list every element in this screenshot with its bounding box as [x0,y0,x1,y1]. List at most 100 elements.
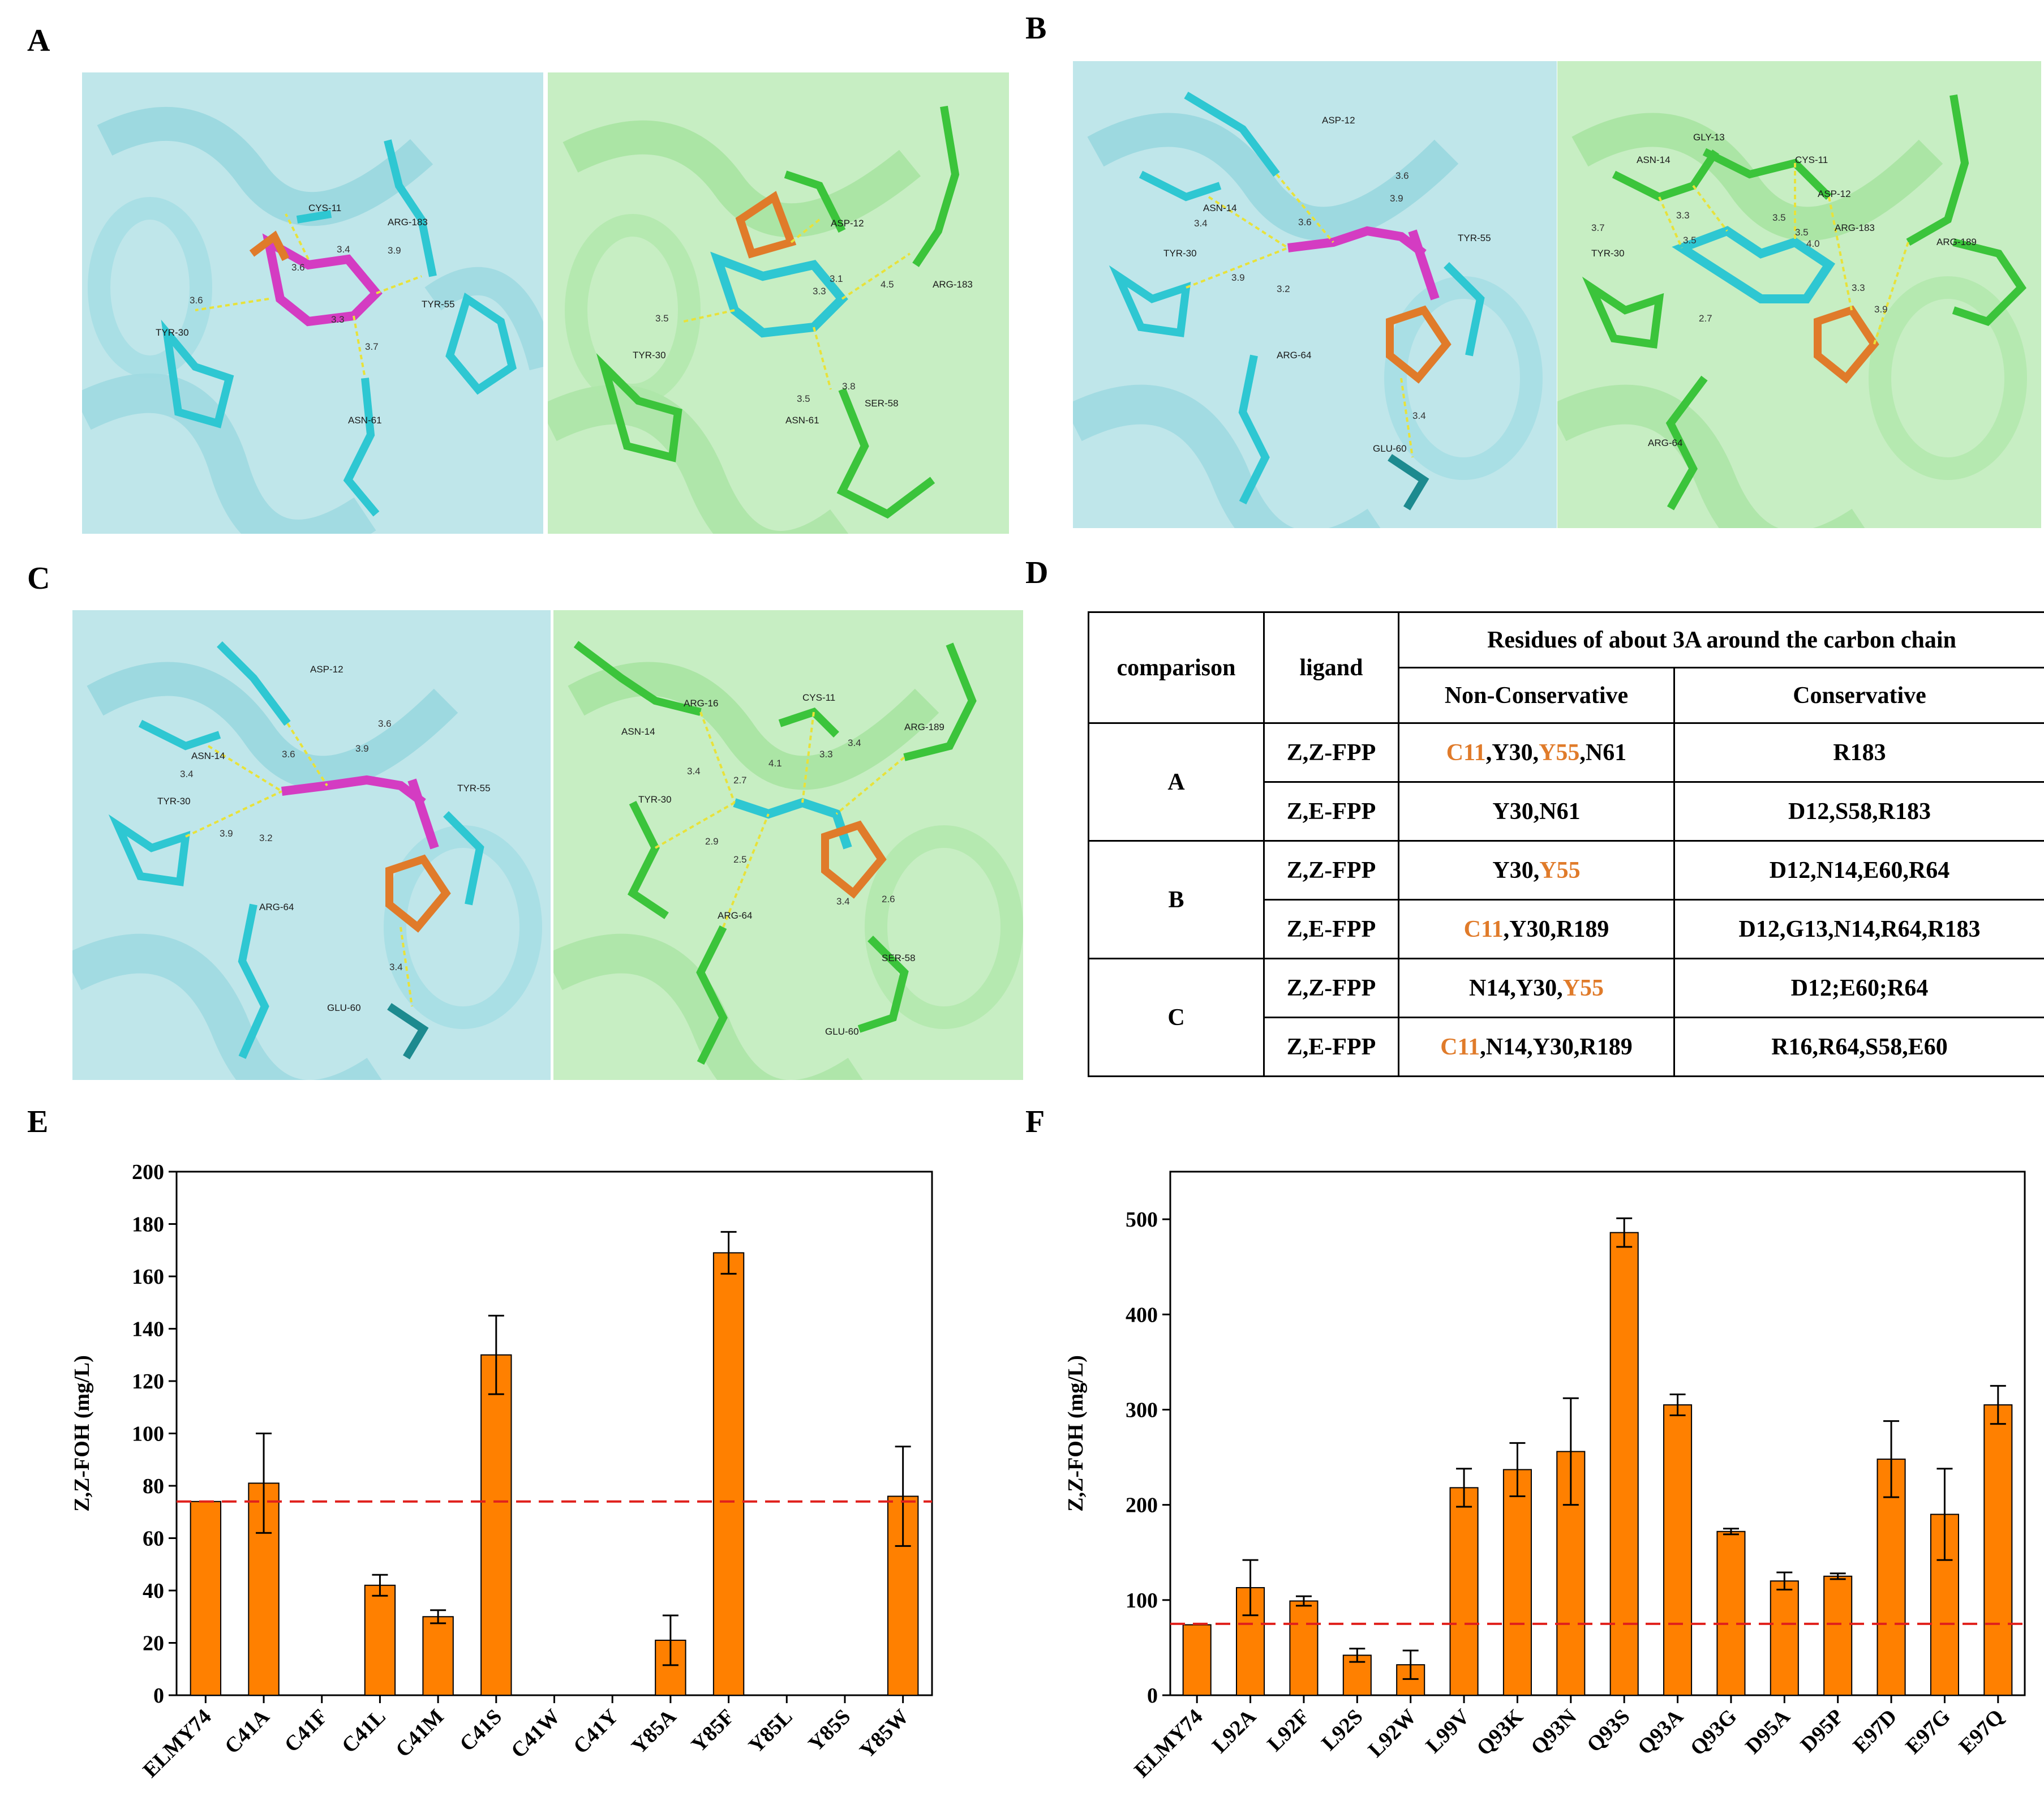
b-right-dist-3: 3.5 [1795,227,1809,238]
a-left-label-1: ARG-183 [388,217,428,228]
y-axis-label: Z,Z-FOH (mg/L) [1064,1355,1088,1512]
chart-e: 0 20 40 60 80 100 120 140 160 180 200 Z,Z-FOH (mg/L… [70,1160,933,1782]
ligand-cell: Z,E-FPP [1263,1017,1399,1077]
panel-c-left-structure: ASP-12 ASN-14 TYR-30 TYR-55 ARG-64 GLU-6… [72,610,551,1080]
x-tick-label: Y85L [744,1705,797,1758]
a-left-label-4: ASN-61 [348,415,382,426]
b-left-dist-5: 3.2 [1277,284,1290,294]
a-left-label-2: TYR-55 [422,299,455,310]
a-left-label-0: CYS-11 [308,203,341,213]
c-left-dist-1: 3.4 [180,769,194,779]
c-right-dist-0: 3.4 [687,766,701,777]
x-tick-label: C41W [506,1705,565,1763]
a-right-dist-4: 3.8 [842,381,856,392]
a-right-label-3: ASN-61 [785,415,819,426]
c-left-dist-2: 3.6 [282,749,295,760]
plot-frame [1169,1171,2026,1696]
b-right-dist-2: 3.5 [1772,212,1786,223]
group-cell: A [1088,722,1265,842]
panel-letter-e: E [27,1104,49,1139]
c-right-label-5: ARG-64 [718,910,752,921]
x-tick-label: Q93A [1633,1704,1688,1759]
nc-orange: Y55 [1539,739,1580,766]
bar-Q93S [1609,1232,1639,1696]
a-right-dist-0: 3.1 [830,273,843,284]
panel-b-left-svg: ASP-12 ASN-14 TYR-30 TYR-55 ARG-64 GLU-6… [1073,61,1557,528]
panel-a-left-svg: CYS-11 ARG-183 TYR-55 TYR-30 ASN-61 3.6 … [82,72,543,534]
c-left-label-2: TYR-30 [157,796,191,807]
x-tick-label: Q93K [1472,1704,1528,1760]
c-left-dist-6: 3.4 [389,962,403,972]
plot-frame [175,1171,933,1696]
a-left-dist-4: 3.3 [331,314,345,325]
c-right-dist-6: 2.5 [733,854,747,865]
x-tick-label: C41S [455,1705,506,1756]
x-tick-label: ELMY74 [139,1705,216,1782]
a-right-label-0: ASP-12 [831,218,864,229]
conservative-cell: D12,G13,N14,R64,R183 [1673,899,2044,959]
x-tick-label: E97Q [1955,1705,2008,1759]
bar-Y85F [712,1252,745,1696]
c-right-label-2: ASN-14 [621,726,655,737]
b-right-dist-1: 3.3 [1676,210,1690,221]
bar-ELMY74 [190,1501,222,1696]
nc-text: Y30, [1492,857,1540,884]
bar-C41M [422,1616,454,1696]
b-right-dist-4: 4.0 [1806,238,1820,249]
bar-L92F [1289,1600,1319,1696]
y-tick-label: 40 [143,1579,164,1603]
panel-b-right-structure: GLY-13 ASN-14 CYS-11 ASP-12 TYR-30 ARG-1… [1557,61,2041,528]
x-tick-label: D95P [1796,1705,1848,1757]
x-tick-label: C41L [337,1705,390,1758]
conservative-cell: R16,R64,S58,E60 [1673,1017,2044,1077]
y-tick-label: 400 [1126,1303,1158,1327]
x-tick-label: C41Y [569,1705,622,1759]
bar-L99V [1449,1487,1479,1696]
b-left-label-5: GLU-60 [1373,443,1407,454]
b-left-dist-4: 3.9 [1231,272,1245,283]
panel-b-left-structure: ASP-12 ASN-14 TYR-30 TYR-55 ARG-64 GLU-6… [1073,61,1557,528]
table-row: C Z,Z-FPP N14,Y30,Y55 D12;E60;R64 [1088,958,2044,1077]
y-tick-label: 20 [143,1632,164,1656]
b-left-dist-6: 3.4 [1412,410,1426,421]
chart-f: 0 100 200 300 400 500 Z,Z-FOH (mg/L) ELMY74 L92A… [1064,1171,2026,1782]
group-cell: B [1088,840,1265,959]
c-left-dist-0: 3.6 [378,718,392,729]
b-right-label-7: ARG-64 [1648,438,1682,448]
bar-Q93G [1716,1531,1746,1696]
x-tick-label: D95A [1741,1704,1795,1759]
x-tick-label: E97G [1901,1705,1955,1759]
c-left-label-0: ASP-12 [310,664,343,675]
b-right-dist-8: 3.9 [1874,304,1888,315]
c-right-dist-3: 3.3 [819,749,833,760]
conservative-cell: D12,N14,E60,R64 [1673,840,2044,901]
x-tick-label: Y85W [855,1705,913,1763]
panel-a-right-svg: ASP-12 ARG-183 TYR-30 ASN-61 SER-58 3.1 … [548,72,1009,534]
b-right-label-5: ARG-183 [1835,222,1875,233]
conservative-cell: D12;E60;R64 [1673,958,2044,1018]
a-right-dist-5: 3.5 [797,393,810,404]
ligand-cell: Z,E-FPP [1263,781,1399,842]
bar-C41S [480,1354,512,1696]
c-left-label-4: ARG-64 [259,902,294,912]
nc-text: N14,Y30, [1468,975,1563,1001]
c-left-dist-4: 3.9 [220,828,233,839]
c-right-label-1: CYS-11 [802,692,835,703]
panel-c-left-svg: ASP-12 ASN-14 TYR-30 TYR-55 ARG-64 GLU-6… [72,610,551,1080]
nc-orange: C11 [1463,916,1504,942]
c-right-label-0: ARG-16 [684,698,718,709]
b-right-label-0: GLY-13 [1693,132,1725,143]
nc-orange: Y55 [1539,857,1581,884]
b-right-label-4: TYR-30 [1591,248,1625,259]
x-tick-label: E97D [1849,1705,1902,1758]
c-right-dist-1: 2.7 [733,775,747,786]
a-right-label-1: ARG-183 [933,279,973,290]
c-right-dist-2: 4.1 [768,758,782,769]
c-right-label-6: SER-58 [882,953,916,963]
nonconservative-cell: N14,Y30,Y55 [1398,958,1675,1018]
nc-text: ,Y30,R189 [1503,916,1609,942]
panel-letter-d: D [1025,555,1049,590]
ligand-cell: Z,Z-FPP [1263,722,1399,783]
c-left-dist-5: 3.2 [259,833,273,843]
y-tick-label: 0 [1147,1684,1158,1708]
